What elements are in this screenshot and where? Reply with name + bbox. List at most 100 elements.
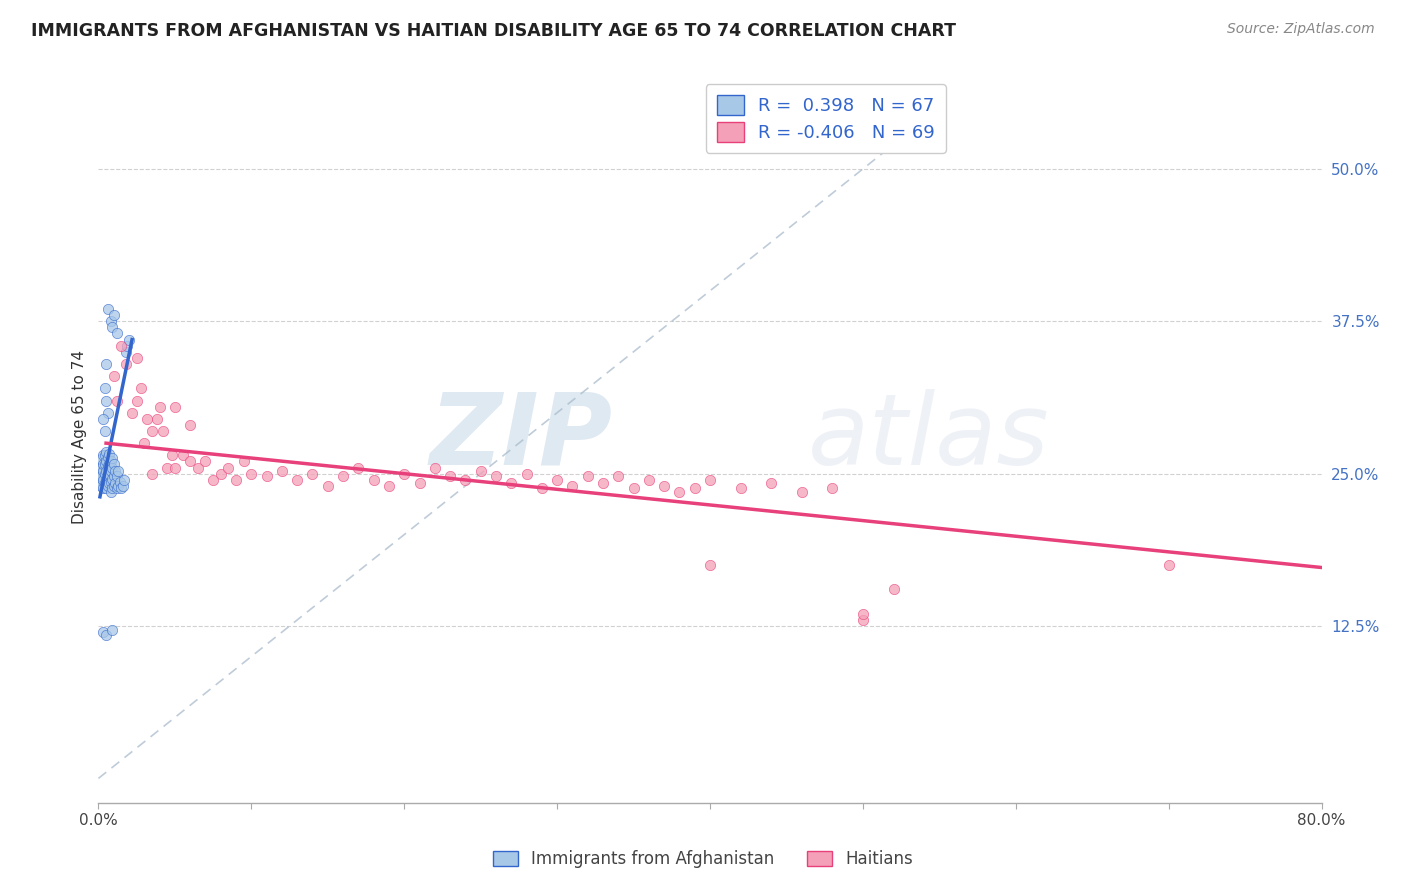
Point xyxy=(1157,558,1180,573)
Point xyxy=(118,333,141,347)
Point xyxy=(91,481,114,495)
Point xyxy=(134,436,156,450)
Point xyxy=(883,582,905,597)
Point xyxy=(97,301,120,317)
Point xyxy=(136,412,159,426)
Point xyxy=(100,485,122,500)
Point xyxy=(256,469,278,483)
Point xyxy=(363,473,385,487)
Point xyxy=(347,460,370,475)
Point xyxy=(94,481,117,495)
Point xyxy=(607,469,630,483)
Point xyxy=(454,473,477,487)
Point xyxy=(652,479,675,493)
Point xyxy=(501,476,523,491)
Point xyxy=(546,473,568,487)
Point xyxy=(485,469,508,483)
Point xyxy=(94,464,117,478)
Point xyxy=(97,469,120,483)
Point xyxy=(172,448,194,462)
Point xyxy=(103,457,125,471)
Point xyxy=(97,479,120,493)
Point xyxy=(392,467,416,481)
Text: Source: ZipAtlas.com: Source: ZipAtlas.com xyxy=(1227,22,1375,37)
Point xyxy=(103,308,125,322)
Point xyxy=(852,613,875,627)
Point xyxy=(94,627,117,641)
Point xyxy=(141,424,163,438)
Point xyxy=(98,457,121,471)
Point xyxy=(470,464,492,478)
Point xyxy=(103,369,125,384)
Point xyxy=(115,344,138,359)
Point xyxy=(93,448,115,462)
Point xyxy=(90,460,112,475)
Point xyxy=(637,473,661,487)
Point xyxy=(100,475,122,490)
Point xyxy=(97,459,120,474)
Point xyxy=(101,623,124,637)
Point xyxy=(576,469,599,483)
Point xyxy=(240,467,263,481)
Point xyxy=(129,381,152,395)
Point xyxy=(107,464,129,478)
Legend: Immigrants from Afghanistan, Haitians: Immigrants from Afghanistan, Haitians xyxy=(486,844,920,875)
Point xyxy=(91,457,114,471)
Point xyxy=(316,479,339,493)
Legend: R =  0.398   N = 67, R = -0.406   N = 69: R = 0.398 N = 67, R = -0.406 N = 69 xyxy=(706,84,946,153)
Point xyxy=(759,476,782,491)
Point xyxy=(270,464,292,478)
Point xyxy=(91,625,114,640)
Point xyxy=(90,469,112,483)
Point xyxy=(699,473,721,487)
Point xyxy=(100,314,122,328)
Point xyxy=(89,467,111,481)
Point xyxy=(89,473,111,487)
Point xyxy=(108,475,131,490)
Text: ZIP: ZIP xyxy=(429,389,612,485)
Point xyxy=(530,481,553,495)
Point xyxy=(94,454,117,468)
Point xyxy=(91,473,114,487)
Point xyxy=(163,400,186,414)
Point xyxy=(145,412,167,426)
Point xyxy=(89,460,111,475)
Point xyxy=(103,479,125,493)
Point xyxy=(202,473,225,487)
Point xyxy=(699,558,721,573)
Point xyxy=(103,469,125,483)
Point xyxy=(378,479,401,493)
Point xyxy=(98,447,121,461)
Point xyxy=(790,485,813,500)
Point xyxy=(94,473,117,487)
Point xyxy=(101,471,124,485)
Point xyxy=(98,467,121,481)
Point xyxy=(110,338,132,352)
Point xyxy=(301,467,323,481)
Point xyxy=(97,450,120,464)
Point xyxy=(100,464,122,478)
Point xyxy=(93,476,115,491)
Point xyxy=(121,406,143,420)
Point xyxy=(179,417,201,432)
Point xyxy=(125,393,148,408)
Point xyxy=(91,448,114,462)
Point xyxy=(90,452,112,467)
Point xyxy=(439,469,461,483)
Point xyxy=(332,469,354,483)
Point xyxy=(149,400,172,414)
Point xyxy=(93,457,115,471)
Point xyxy=(115,357,138,371)
Point xyxy=(100,454,122,468)
Point xyxy=(93,381,115,395)
Point xyxy=(90,479,112,493)
Point xyxy=(101,320,124,334)
Point xyxy=(217,460,239,475)
Point xyxy=(101,460,124,475)
Point xyxy=(93,424,115,438)
Point xyxy=(97,406,120,420)
Point xyxy=(623,481,645,495)
Point xyxy=(179,454,201,468)
Point xyxy=(104,464,127,478)
Point xyxy=(112,473,135,487)
